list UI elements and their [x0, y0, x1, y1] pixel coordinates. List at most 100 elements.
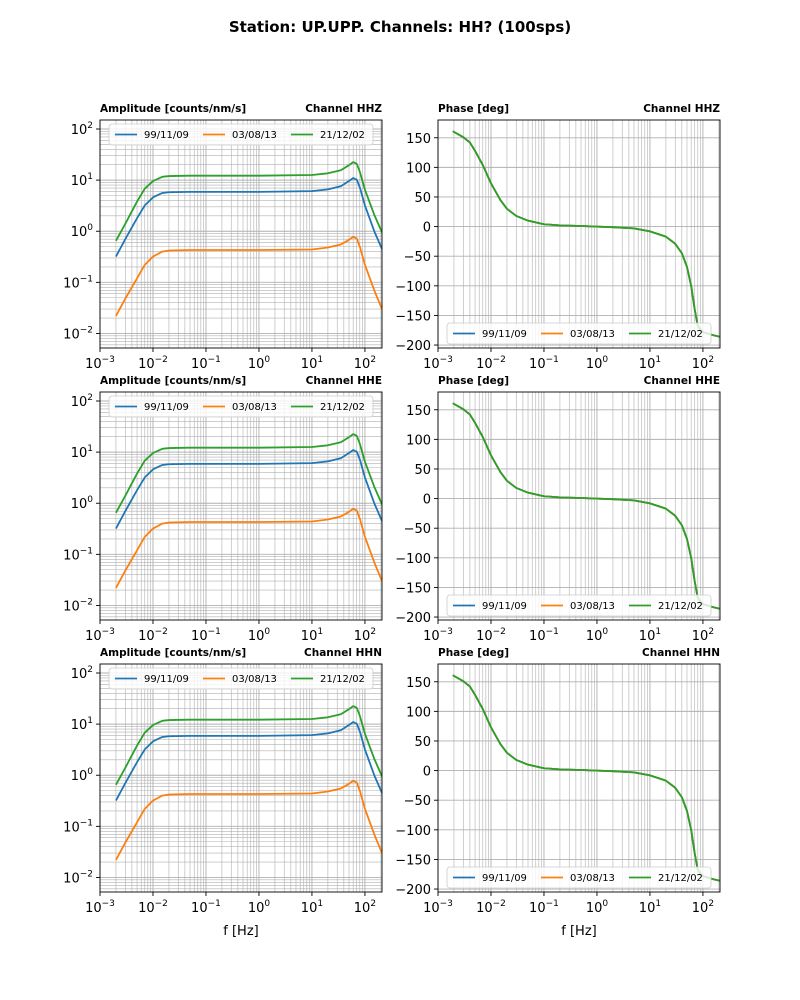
x-tick-exponent: −2 [493, 627, 506, 637]
x-tick-base: 10 [191, 629, 208, 644]
y-tick-label: −50 [404, 794, 431, 809]
legend: 99/11/09 03/08/13 21/12/02 [108, 395, 374, 418]
x-tick-base: 10 [586, 901, 603, 916]
y-tick-label: 0 [423, 765, 431, 780]
legend-label: 21/12/02 [320, 402, 365, 413]
panel-title-left: Amplitude [counts/nm/s] [100, 647, 246, 659]
y-tick-base: 10 [63, 599, 80, 614]
x-tick-exponent: 2 [370, 355, 376, 365]
x-tick-exponent: 2 [708, 627, 714, 637]
panel-title-left: Amplitude [counts/nm/s] [100, 103, 246, 115]
x-tick-label: 102 [692, 627, 714, 644]
y-tick-label: 150 [406, 132, 431, 147]
series-line-21-12-02 [115, 705, 382, 786]
x-tick-base: 10 [639, 901, 656, 916]
x-tick-base: 10 [248, 901, 265, 916]
panel-title-right: Channel HHN [642, 647, 720, 659]
x-tick-label: 10−3 [423, 355, 453, 372]
x-tick-label: 100 [586, 899, 609, 916]
x-tick-label: 10−3 [423, 899, 453, 916]
x-tick-exponent: 1 [317, 899, 323, 909]
x-tick-label: 102 [354, 355, 376, 372]
y-tick-label: −150 [395, 581, 431, 596]
series-line-03-08-13 [115, 507, 382, 589]
x-tick-base: 10 [529, 901, 546, 916]
legend-label: 21/12/02 [658, 873, 703, 884]
x-tick-base: 10 [138, 901, 155, 916]
y-tick-label: 0 [423, 221, 431, 236]
y-tick-label: 50 [414, 463, 431, 478]
y-tick-label: 101 [71, 444, 93, 461]
y-tick-base: 10 [71, 225, 88, 240]
panel-hhe-phase: 10−3 10−2 10−1 100 101 102−200−150−100−500501… [395, 375, 721, 644]
y-tick-exponent: 2 [87, 393, 93, 403]
legend-label: 03/08/13 [232, 402, 277, 413]
series-line-99-11-09 [115, 177, 382, 257]
legend-label: 03/08/13 [232, 130, 277, 141]
y-tick-base: 10 [63, 327, 80, 342]
y-tick-exponent: −2 [80, 869, 93, 879]
legend: 99/11/09 03/08/13 21/12/02 [108, 667, 374, 690]
y-tick-exponent: 0 [87, 495, 93, 505]
x-tick-exponent: −3 [440, 899, 453, 909]
x-tick-label: 10−2 [138, 899, 168, 916]
x-tick-base: 10 [476, 901, 493, 916]
y-tick-label: −150 [395, 853, 431, 868]
x-tick-exponent: −3 [440, 355, 453, 365]
y-tick-base: 10 [71, 395, 88, 410]
y-tick-label: −50 [404, 250, 431, 265]
panel-title-right: Channel HHZ [643, 103, 720, 115]
x-tick-base: 10 [138, 629, 155, 644]
panel-title-right: Channel HHZ [305, 103, 382, 115]
series-line-21-12-02 [452, 130, 720, 338]
x-tick-label: 101 [639, 355, 661, 372]
axes-frame [437, 663, 721, 893]
x-tick-base: 10 [423, 357, 440, 372]
x-tick-label: 100 [248, 355, 271, 372]
x-tick-base: 10 [248, 357, 265, 372]
x-tick-base: 10 [692, 357, 709, 372]
panel-title-left: Phase [deg] [438, 103, 509, 115]
x-tick-exponent: 0 [602, 355, 608, 365]
y-tick-label: −50 [404, 522, 431, 537]
x-tick-exponent: −1 [546, 355, 559, 365]
x-tick-base: 10 [692, 629, 709, 644]
x-tick-exponent: 1 [655, 627, 661, 637]
y-tick-label: −200 [395, 339, 431, 354]
y-tick-exponent: 1 [87, 716, 93, 726]
legend-label: 03/08/13 [570, 873, 615, 884]
x-tick-exponent: 0 [602, 627, 608, 637]
x-tick-base: 10 [85, 901, 102, 916]
panel-hhn-phase: 10−3 10−2 10−1 100 101 102−200−150−100−500501… [395, 647, 721, 939]
x-tick-exponent: 0 [264, 627, 270, 637]
y-tick-base: 10 [71, 718, 88, 733]
x-tick-base: 10 [301, 357, 318, 372]
x-tick-base: 10 [529, 357, 546, 372]
y-tick-label: 100 [71, 495, 94, 512]
series-line-99-11-09 [115, 449, 382, 529]
panel-hhe-amplitude: 10−3 10−2 10−1 100 101 10210−210−1100101102Am… [63, 375, 383, 644]
legend-label: 03/08/13 [570, 329, 615, 340]
x-tick-label: 10−1 [191, 355, 221, 372]
panel-title-left: Phase [deg] [438, 647, 509, 659]
legend-label: 99/11/09 [144, 674, 189, 685]
y-tick-label: 150 [406, 676, 431, 691]
y-tick-label: 100 [71, 223, 94, 240]
x-tick-label: 100 [248, 899, 271, 916]
x-tick-label: 102 [354, 899, 376, 916]
axes-frame [99, 391, 383, 621]
x-tick-label: 10−3 [85, 627, 115, 644]
x-tick-exponent: −3 [440, 627, 453, 637]
panel-title-left: Phase [deg] [438, 375, 509, 387]
y-tick-label: 100 [71, 767, 94, 784]
legend-label: 99/11/09 [482, 601, 527, 612]
legend: 99/11/09 03/08/13 21/12/02 [108, 123, 374, 146]
x-tick-exponent: 1 [317, 627, 323, 637]
legend-box [446, 866, 712, 889]
x-tick-exponent: −1 [546, 627, 559, 637]
legend-label: 21/12/02 [320, 674, 365, 685]
x-tick-base: 10 [301, 629, 318, 644]
x-tick-exponent: −3 [102, 355, 115, 365]
x-tick-exponent: 1 [317, 355, 323, 365]
